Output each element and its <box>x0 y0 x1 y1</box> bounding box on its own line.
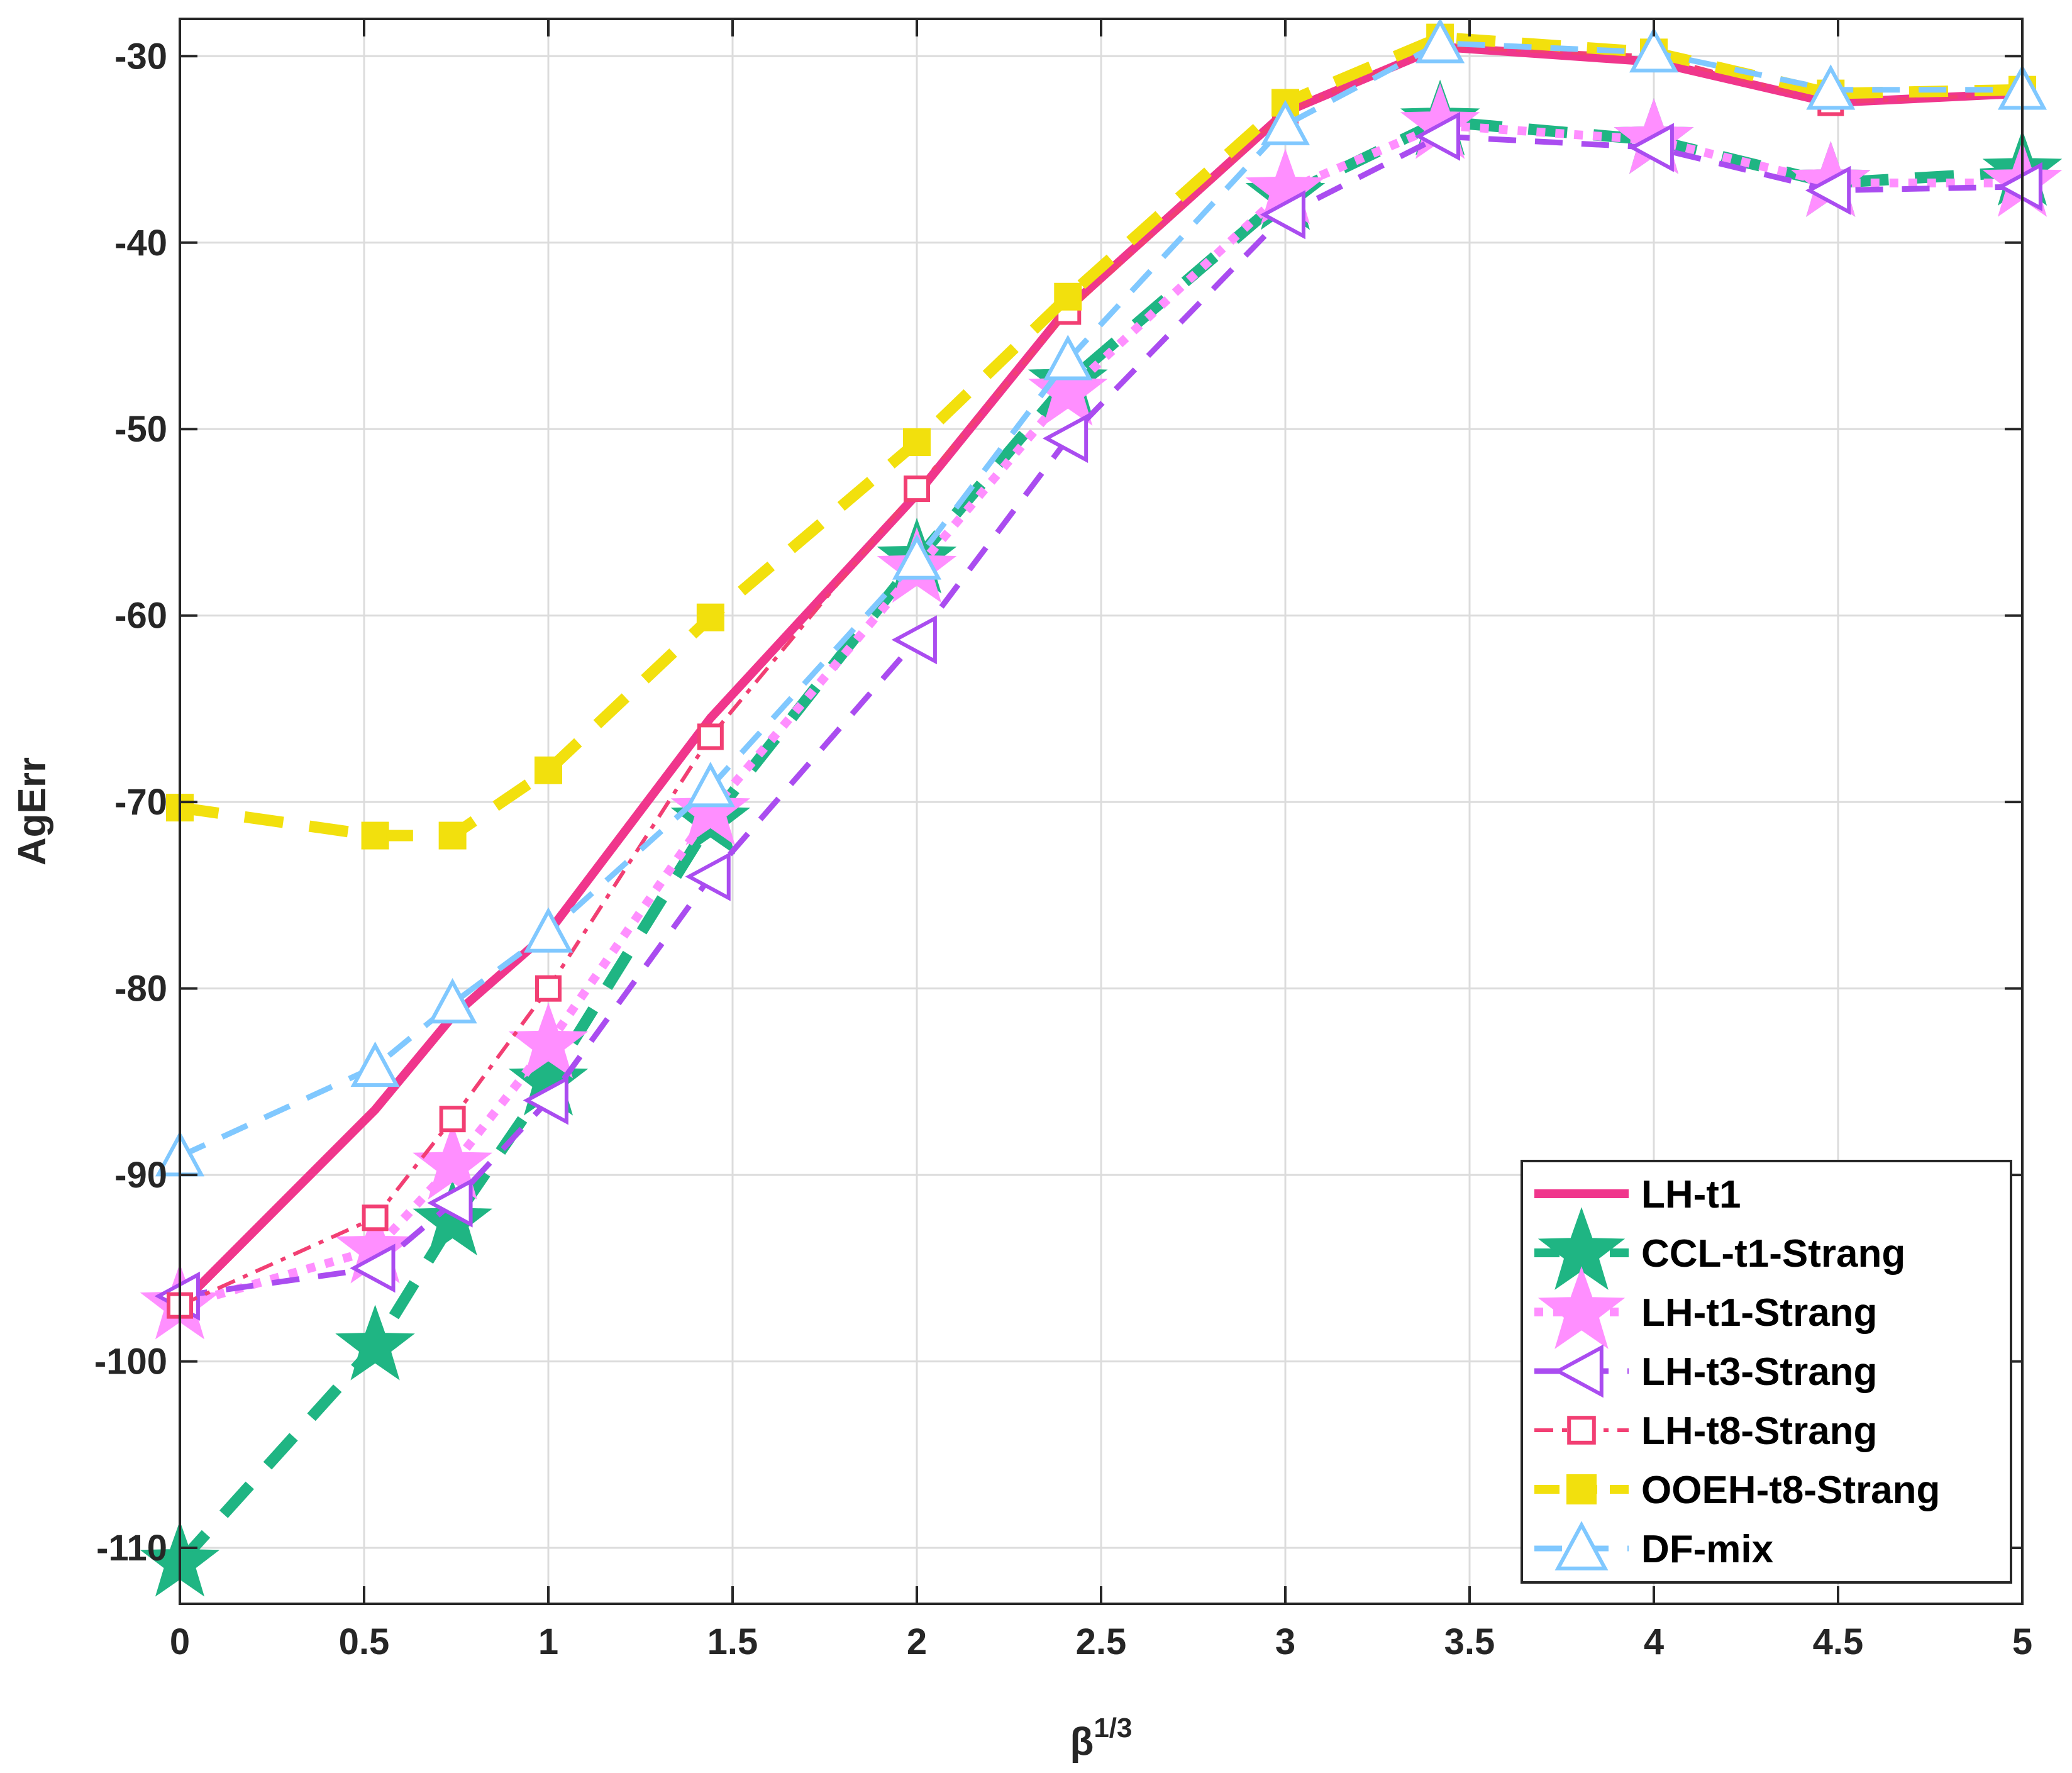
legend-entry: LH-t1 <box>1534 1173 1741 1216</box>
legend-entry: LH-t8-Strang <box>1534 1409 1877 1453</box>
legend-marker <box>1554 1344 1604 1398</box>
legend-marker <box>1537 1266 1626 1349</box>
data-point <box>892 534 942 580</box>
data-point <box>1629 27 1679 73</box>
data-point <box>1415 18 1465 64</box>
x-axis-label-superscript: 1/3 <box>1094 1713 1132 1743</box>
legend-entry: OOEH-t8-Strang <box>1534 1469 1940 1512</box>
legend-entry: LH-t1-Strang <box>1534 1266 1877 1349</box>
legend-entry: DF-mix <box>1534 1521 1774 1571</box>
data-point <box>350 1041 400 1087</box>
data-point <box>427 1178 473 1228</box>
x-tick-label: 5 <box>2012 1621 2032 1662</box>
legend-label: CCL-t1-Strang <box>1641 1232 1905 1276</box>
series-layer <box>140 18 2063 1597</box>
y-tick-label: -40 <box>114 223 167 264</box>
y-tick-label: -70 <box>114 782 167 823</box>
x-tick-label: 1 <box>538 1621 558 1662</box>
legend-label: OOEH-t8-Strang <box>1641 1469 1940 1512</box>
data-point <box>508 1003 589 1079</box>
data-point <box>1997 162 2042 211</box>
data-point <box>1805 165 1851 215</box>
x-tick-label: 0.5 <box>339 1621 390 1662</box>
data-point <box>697 723 724 750</box>
data-point <box>1260 99 1310 145</box>
data-point <box>670 769 751 845</box>
legend-marker <box>1567 1416 1596 1445</box>
y-tick-label: -80 <box>114 969 167 1009</box>
y-tick-label: -100 <box>94 1342 167 1382</box>
x-axis-label-base: β <box>1070 1720 1094 1764</box>
legend-label: DF-mix <box>1641 1528 1774 1571</box>
y-tick-label: -30 <box>114 36 167 77</box>
legend-entry: LH-t3-Strang <box>1534 1344 1877 1398</box>
legend-marker <box>1554 1521 1609 1570</box>
series-line <box>177 42 2023 1309</box>
x-tick-label: 0 <box>170 1621 190 1662</box>
data-point <box>350 1243 396 1293</box>
data-point <box>428 978 477 1024</box>
series-line <box>179 121 2022 1310</box>
data-point <box>413 1179 492 1256</box>
x-tick-label: 4 <box>1644 1621 1664 1662</box>
data-point <box>1260 190 1305 240</box>
y-axis-label: AgErr <box>11 757 54 865</box>
data-point <box>903 428 931 456</box>
y-tick-label: -50 <box>114 409 167 450</box>
data-point <box>1054 282 1082 311</box>
data-point <box>523 1075 568 1125</box>
legend: LH-t1 CCL-t1-Strang LH-t1-Strang LH-t3-Stra… <box>1521 1160 2012 1584</box>
x-tick-label: 2.5 <box>1076 1621 1127 1662</box>
series-LH-t3-Strang <box>154 111 2042 1321</box>
x-tick-label: 1.5 <box>707 1621 758 1662</box>
data-point <box>1043 335 1093 381</box>
x-tick-label: 3 <box>1275 1621 1295 1662</box>
data-point <box>362 1204 389 1231</box>
data-point <box>361 821 389 850</box>
data-point <box>696 603 724 631</box>
data-point <box>685 852 731 901</box>
data-point <box>535 756 562 784</box>
data-point <box>1628 123 1674 172</box>
data-point <box>535 975 562 1002</box>
data-point <box>891 615 937 665</box>
x-tick-label: 2 <box>907 1621 927 1662</box>
x-axis-label: β1/3 <box>1070 1713 1132 1764</box>
x-tick-label: 3.5 <box>1444 1621 1495 1662</box>
ticks: 0 0.5 1 1.5 2 2.5 3 3.5 4 4.5 5 -110 -100 -90 -80 -70 -6… <box>94 19 2032 1662</box>
series-LH-t1 <box>177 42 2023 1309</box>
y-tick-label: -110 <box>96 1528 167 1569</box>
x-tick-label: 4.5 <box>1813 1621 1864 1662</box>
legend-entry: CCL-t1-Strang <box>1534 1207 1905 1290</box>
data-point <box>1028 350 1108 426</box>
data-point <box>335 1304 415 1381</box>
legend-label: LH-t8-Strang <box>1641 1409 1877 1453</box>
legend-marker <box>1566 1474 1597 1504</box>
legend-label: LH-t1-Strang <box>1641 1291 1877 1335</box>
data-point <box>1806 64 1856 110</box>
data-point <box>1414 111 1461 161</box>
y-tick-label: -60 <box>114 596 167 636</box>
data-point <box>439 1106 466 1133</box>
y-tick-label: -90 <box>114 1155 167 1196</box>
legend-label: LH-t1 <box>1641 1173 1741 1216</box>
legend-label: LH-t3-Strang <box>1641 1350 1877 1394</box>
series-line <box>179 133 2023 1299</box>
data-point <box>523 907 573 953</box>
data-point <box>1042 414 1089 464</box>
series-DF-mix <box>155 18 2047 1177</box>
data-point <box>438 821 467 850</box>
data-point <box>685 762 735 808</box>
data-point <box>904 475 930 503</box>
